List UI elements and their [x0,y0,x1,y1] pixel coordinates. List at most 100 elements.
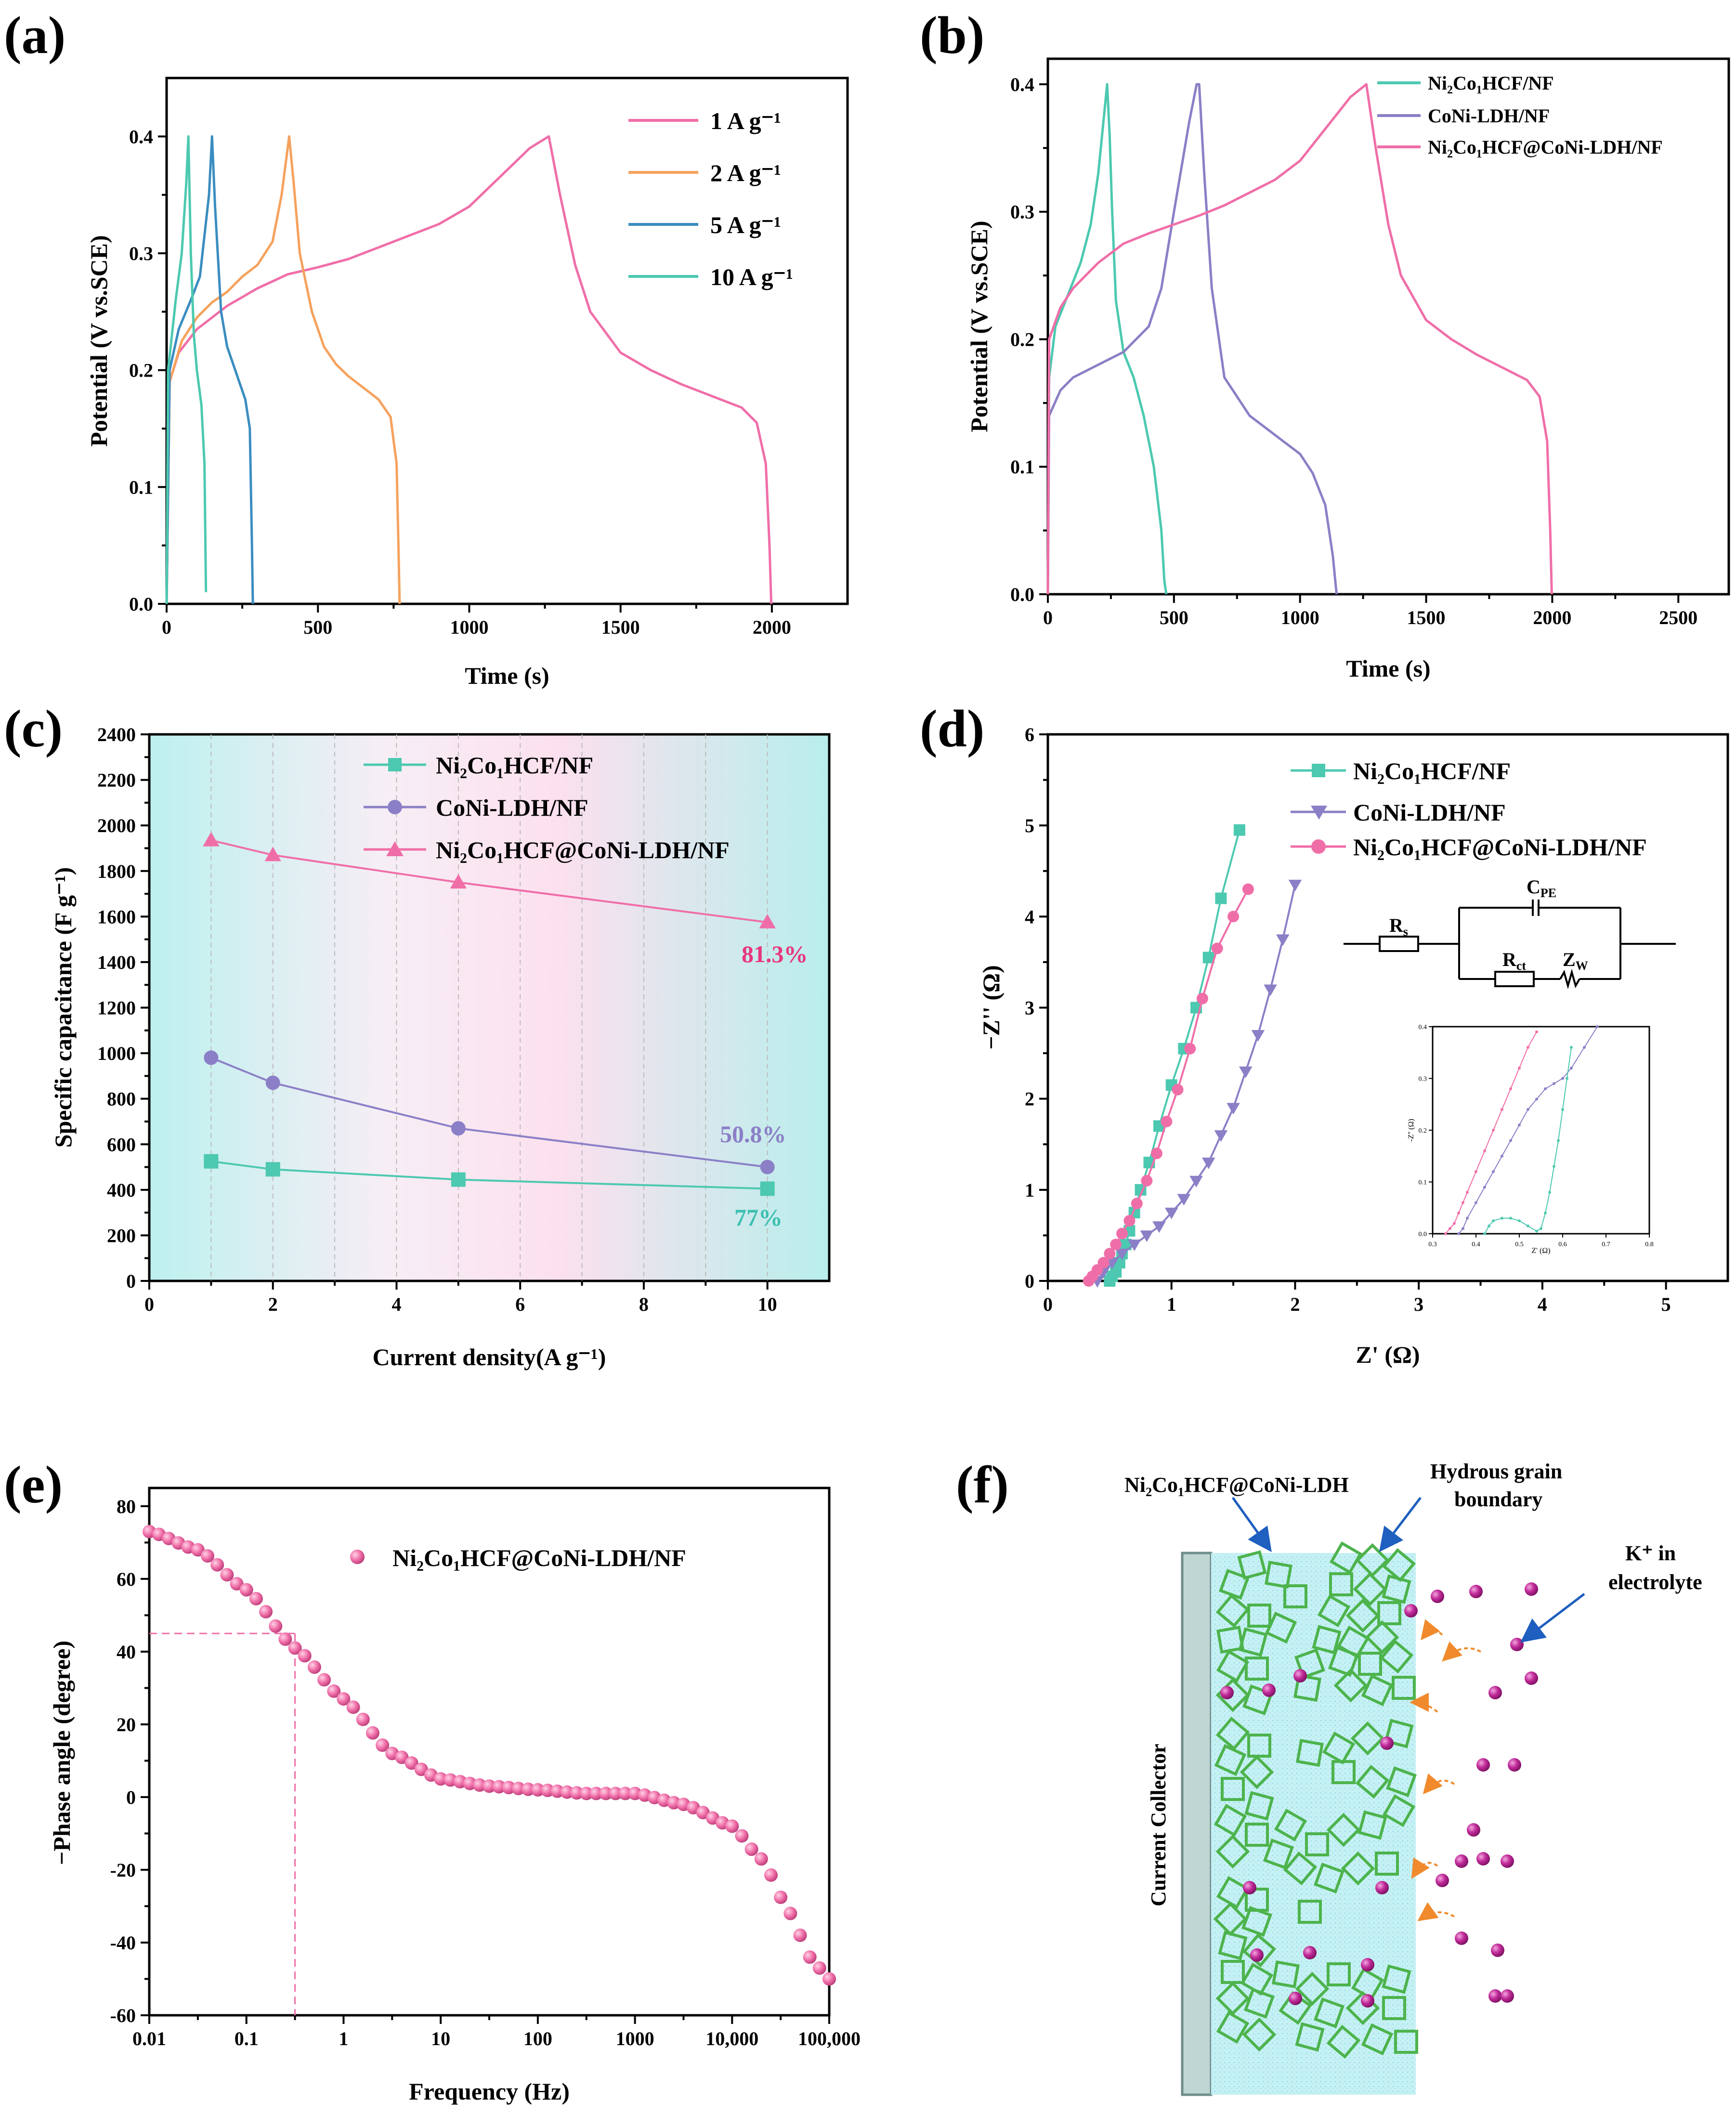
grain-square [1213,1902,1248,1936]
grain-square [1357,1810,1387,1840]
circuit-rct-label: Rct [1502,949,1526,973]
inset-point [1492,1129,1495,1132]
grain-square [1385,1766,1417,1798]
inset-line-3 [1484,1047,1572,1234]
material-label: Ni₂Co₁HCF@CoNi-LDH [1124,1473,1349,1497]
x-tick-label: 0.01 [132,2028,166,2049]
inset-point [1462,1227,1464,1230]
inset-point [1492,1219,1495,1223]
inset-point [1535,1030,1538,1033]
panel-d: (d) 0 1 2 3 4 5 0 1 2 3 4 5 6 Z' (Ω) −Z'' (Ω) Ni₂Co₁… [920,699,1729,1368]
panel-d-ylabel: −Z'' (Ω) [978,965,1005,1049]
inset-plot: 0.3 0.4 0.5 0.6 0.7 0.8 0.0 0.1 0.2 0.3 0.4 [1419,1024,1654,1248]
phase-point [298,1649,312,1663]
capacitance-point [450,874,467,889]
y-tick-label: 2 [1025,1088,1034,1110]
inset-xlabel: Z' (Ω) [1531,1247,1550,1255]
nyquist-point [1227,1103,1240,1115]
grain-square [1247,1734,1271,1758]
inset-point [1518,1219,1521,1223]
grain-square [1361,2023,1394,2056]
phase-point [774,1890,788,1904]
grain-square [1328,1645,1359,1677]
retention-composite: 81.3% [742,940,808,967]
panel-b-ylabel: Potential (V vs.SCE) [966,221,992,432]
legend-a-4: 10 A g⁻¹ [710,263,793,290]
k-ion [1510,1638,1524,1651]
x-tick-label: 2000 [753,616,791,638]
legend-c-1: Ni₂Co₁HCF/NF [436,752,593,779]
panel-a-series [165,135,773,604]
material-arrow [1231,1497,1272,1553]
inset-point [1583,1046,1586,1049]
nyquist-point [1242,883,1254,895]
nyquist-point [1264,984,1277,996]
k-ion [1361,1994,1374,2008]
inset-point [1535,1229,1538,1233]
grain-square [1317,1594,1351,1628]
boundary-label-2: boundary [1454,1488,1542,1511]
inset-point [1483,1149,1486,1152]
k-ion [1293,1669,1307,1683]
inset-point [1501,1216,1503,1220]
inset-x-tick-label: 0.6 [1558,1241,1567,1248]
grain-square [1296,1739,1324,1767]
y-tick-label: 20 [117,1714,136,1736]
grain-square [1218,1568,1250,1600]
y-tick-label: 6 [1025,724,1034,745]
y-tick-label: 0.3 [1010,201,1034,223]
inset-point [1544,1212,1547,1214]
phase-point [803,1950,817,1964]
nyquist-point [1140,1230,1154,1242]
capacitance-point [265,1162,280,1177]
y-tick-label: 800 [107,1088,136,1110]
inset-point [1457,1232,1460,1235]
panel-c-grid [210,734,768,1281]
y-tick-label: 3 [1025,997,1034,1019]
capacitance-point [760,1181,775,1196]
panel-e-frame [148,1487,831,2017]
y-tick-label: -60 [110,2005,136,2026]
x-tick-label: 2000 [1533,607,1571,628]
kplus-label-2: electrolyte [1608,1570,1702,1594]
phase-point [725,1819,739,1833]
k-ion [1262,1683,1276,1697]
ion-arrow [1411,1857,1438,1879]
grain-square [1326,2024,1361,2059]
grain-square [1272,1960,1300,1988]
phase-point [249,1592,263,1605]
phase-point [376,1738,390,1752]
nyquist-point [1276,934,1290,946]
x-tick-label: 0 [162,616,171,638]
k-ion [1501,1854,1514,1868]
k-ions [1220,1582,1538,2008]
grain-square [1382,1996,1406,2020]
k-ion [1525,1671,1538,1685]
y-tick-label: 0 [126,1787,136,1808]
gcd-curve-a-1 [165,135,773,604]
phase-point [560,1785,574,1799]
capacitance-point [204,1154,219,1169]
phase-point [365,1726,379,1740]
phase-point [589,1787,603,1801]
y-tick-label: 1400 [97,952,136,973]
legend-a-1: 1 A g⁻¹ [710,107,781,134]
inset-point [1596,1025,1599,1028]
grain-square [1242,1684,1274,1716]
grain-square [1237,1550,1267,1580]
x-tick-label: 1000 [616,2028,654,2049]
grain-square [1358,1652,1382,1676]
circuit-zw-label: ZW [1563,949,1588,973]
grain-square [1295,1971,1330,2006]
inset-point [1444,1232,1447,1235]
grain-square [1382,1794,1416,1827]
capacitance-point [204,1050,219,1065]
y-tick-label: 2200 [97,770,136,791]
nyquist-point [1150,1148,1162,1160]
circuit-cpe-label: CPE [1527,876,1556,900]
capacitance-point [451,1172,466,1187]
k-ion [1476,1758,1490,1772]
nyquist-point [1127,1240,1141,1252]
panel-d-legend: Ni₂Co₁HCF/NF CoNi-LDH/NF Ni₂Co₁HCF@CoNi-… [1291,757,1647,861]
x-tick-label: 6 [515,1293,525,1315]
